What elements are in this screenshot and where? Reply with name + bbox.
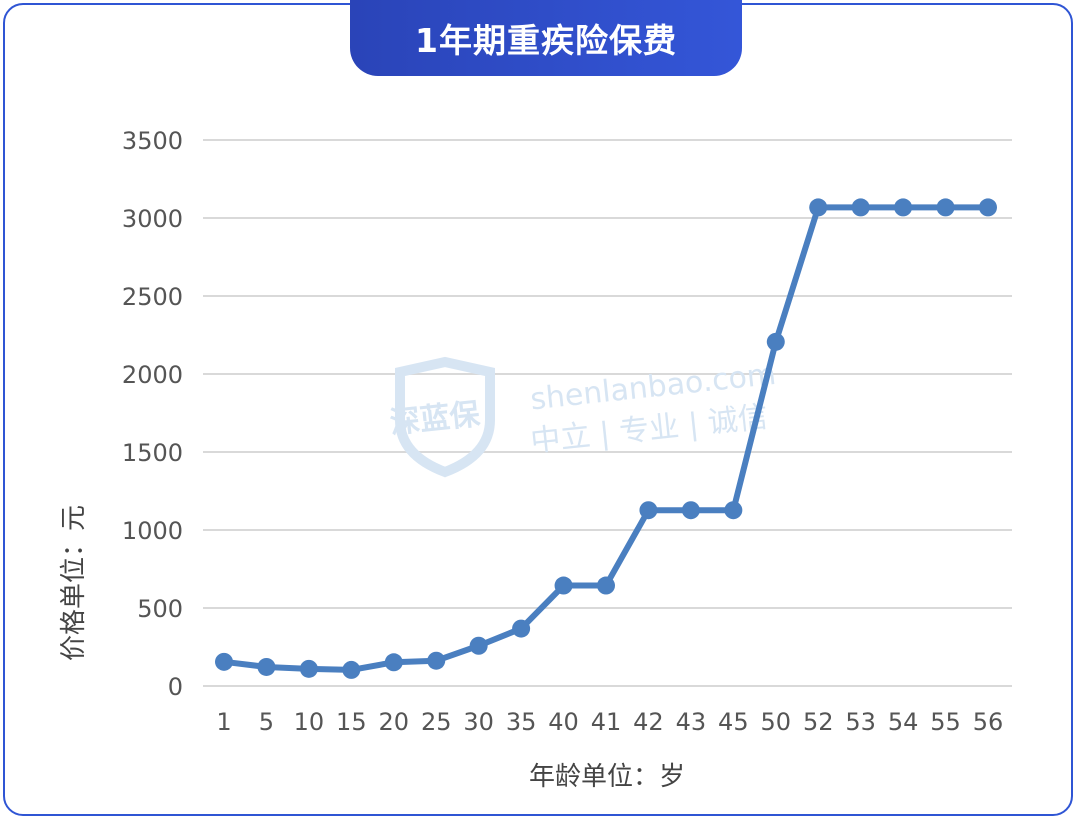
- x-tick-label: 15: [336, 708, 367, 736]
- y-axis-label: 价格单位：元: [59, 505, 89, 661]
- data-point: [894, 198, 913, 217]
- data-point: [554, 576, 573, 595]
- data-point: [215, 652, 233, 671]
- x-tick-label: 30: [463, 708, 494, 736]
- data-point: [724, 501, 743, 520]
- grid-lines: [203, 139, 1012, 687]
- x-tick-label: 10: [294, 708, 325, 736]
- data-point: [299, 659, 318, 678]
- data-point: [979, 198, 997, 217]
- x-tick-label: 25: [421, 708, 452, 736]
- x-tick-label: 1: [216, 708, 231, 736]
- y-tick-label: 3000: [122, 205, 183, 233]
- shield-icon: [395, 356, 495, 478]
- data-point: [384, 653, 403, 672]
- x-tick-label: 56: [973, 708, 1004, 736]
- x-axis-label: 年龄单位：岁: [529, 762, 685, 792]
- x-tick-label: 20: [379, 708, 410, 736]
- x-tick-label: 43: [676, 708, 707, 736]
- data-point: [427, 651, 446, 670]
- data-point: [342, 660, 361, 679]
- data-point: [766, 332, 785, 351]
- x-tick-label: 5: [259, 708, 274, 736]
- y-tick-label: 3500: [122, 127, 183, 155]
- data-point: [681, 501, 700, 520]
- x-tick-label: 35: [506, 708, 537, 736]
- data-point: [851, 198, 870, 217]
- x-tick-labels: 1 5 10 15 20 25 30 35 40 41 42 43 45 50 52 53 54 55 56: [216, 708, 1003, 736]
- x-tick-label: 55: [930, 708, 961, 736]
- x-tick-label: 40: [548, 708, 579, 736]
- data-point: [597, 576, 615, 595]
- x-tick-label: 54: [888, 708, 919, 736]
- x-tick-label: 52: [803, 708, 834, 736]
- y-tick-label: 1500: [122, 439, 183, 467]
- series-group: [215, 198, 997, 679]
- x-tick-label: 53: [845, 708, 876, 736]
- data-point: [257, 657, 276, 676]
- y-tick-label: 0: [168, 673, 183, 701]
- data-point: [512, 619, 531, 638]
- chart-frame: [3, 3, 1073, 816]
- x-tick-label: 45: [718, 708, 749, 736]
- y-tick-label: 500: [137, 595, 183, 623]
- y-tick-label: 2000: [122, 361, 183, 389]
- data-point: [936, 198, 955, 217]
- x-tick-label: 41: [591, 708, 622, 736]
- x-tick-label: 42: [633, 708, 664, 736]
- data-point: [639, 501, 658, 520]
- data-point: [469, 636, 488, 655]
- data-point: [809, 198, 828, 217]
- x-tick-label: 50: [761, 708, 792, 736]
- y-tick-label: 2500: [122, 283, 183, 311]
- y-tick-labels: 0 500 1000 1500 2000 2500 3000 3500: [122, 127, 183, 701]
- y-tick-label: 1000: [122, 517, 183, 545]
- chart-title: 1年期重疾险保费: [350, 0, 742, 76]
